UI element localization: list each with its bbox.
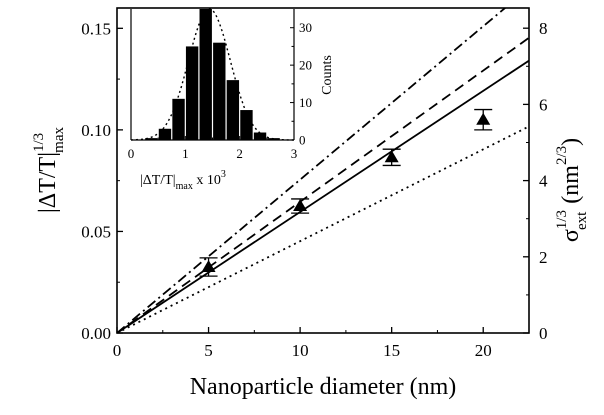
x-tick-label: 10 [292, 341, 309, 360]
left-y-axis-label-base: |ΔT/T| [35, 152, 61, 213]
x-tick-label: 20 [475, 341, 492, 360]
fit-line-dashdot [117, 8, 507, 333]
data-point [199, 257, 218, 277]
histogram-bar [240, 110, 253, 140]
inset-x-tick-label: 0 [128, 146, 135, 161]
histogram-bar [185, 46, 199, 140]
left-y-tick-label: 0.05 [81, 222, 111, 241]
right-y-axis-ticks: 0 2 4 6 8 [523, 19, 548, 343]
inset-x-label-base: |ΔT/T| [140, 173, 176, 188]
fit-line-dotted [117, 125, 529, 333]
histogram-bars [145, 9, 280, 140]
inset-x-axis-label: |ΔT/T|max x 103 [140, 169, 226, 192]
inset-y-tick-label: 10 [299, 95, 312, 110]
inset-x-label-mid: x 10 [193, 173, 221, 188]
data-point [291, 198, 310, 214]
right-y-tick-label: 4 [539, 172, 548, 191]
histogram-bar [145, 138, 158, 140]
fit-lines [117, 8, 529, 333]
inset-x-label-sub: max [176, 181, 193, 192]
x-tick-label: 5 [204, 341, 213, 360]
inset-y-tick-label: 0 [299, 133, 306, 148]
histogram-bar [158, 128, 172, 140]
histogram-bar [226, 80, 240, 140]
inset-x-tick-label: 1 [182, 146, 189, 161]
left-y-axis-ticks: 0.00 0.05 0.10 0.15 [81, 19, 123, 343]
left-y-tick-label: 0.15 [81, 19, 111, 38]
left-y-tick-label: 0.10 [81, 121, 111, 140]
right-y-axis-label-sup: 1/3 [554, 210, 570, 229]
inset-y-tick-label: 20 [299, 58, 312, 73]
fit-line-dashed [117, 37, 529, 333]
right-y-tick-label: 8 [539, 19, 548, 38]
x-axis-ticks: 0 5 10 15 20 [113, 327, 530, 360]
right-y-axis-unit-sup: 2/3 [554, 146, 570, 165]
inset-x-tick-label: 2 [236, 146, 243, 161]
right-y-axis-label: σ1/3 ext (nm2/3) [554, 138, 590, 242]
inset-x-tick-label: 3 [291, 146, 298, 161]
right-y-axis-unit-close: ) [558, 138, 584, 146]
data-point [382, 148, 401, 167]
right-y-axis-unit: (nm [558, 165, 584, 204]
main-plot-frame [116, 7, 530, 334]
data-points [199, 108, 493, 277]
left-y-axis-label-sub: max [51, 126, 67, 152]
inset-y-axis-label: Counts [320, 55, 335, 95]
histogram-bar [172, 98, 185, 140]
right-y-axis-label-sub: ext [574, 211, 590, 230]
inset-background [131, 9, 294, 140]
inset-x-label-sup: 3 [221, 169, 226, 180]
right-y-tick-label: 0 [539, 324, 548, 343]
x-tick-label: 15 [383, 341, 400, 360]
inset-y-axis-ticks: 0 10 20 30 [290, 20, 312, 148]
histogram-bar [253, 132, 267, 140]
histogram-bar [213, 42, 226, 140]
right-y-tick-label: 6 [539, 95, 548, 114]
inset-x-axis-ticks: 0 1 2 3 [128, 136, 298, 161]
x-tick-label: 0 [113, 341, 122, 360]
left-y-axis-label: |ΔT/T|1/3 max [31, 126, 67, 213]
right-y-axis-label-base: σ [558, 229, 584, 242]
left-y-axis-label-sup: 1/3 [31, 133, 47, 152]
data-point [474, 108, 493, 131]
x-axis-label: Nanoparticle diameter (nm) [190, 374, 457, 400]
inset-y-tick-label: 30 [299, 20, 312, 35]
left-y-tick-label: 0.00 [81, 324, 111, 343]
histogram-bar [199, 9, 212, 140]
right-y-tick-label: 2 [539, 248, 548, 267]
fit-line-solid [117, 59, 529, 333]
